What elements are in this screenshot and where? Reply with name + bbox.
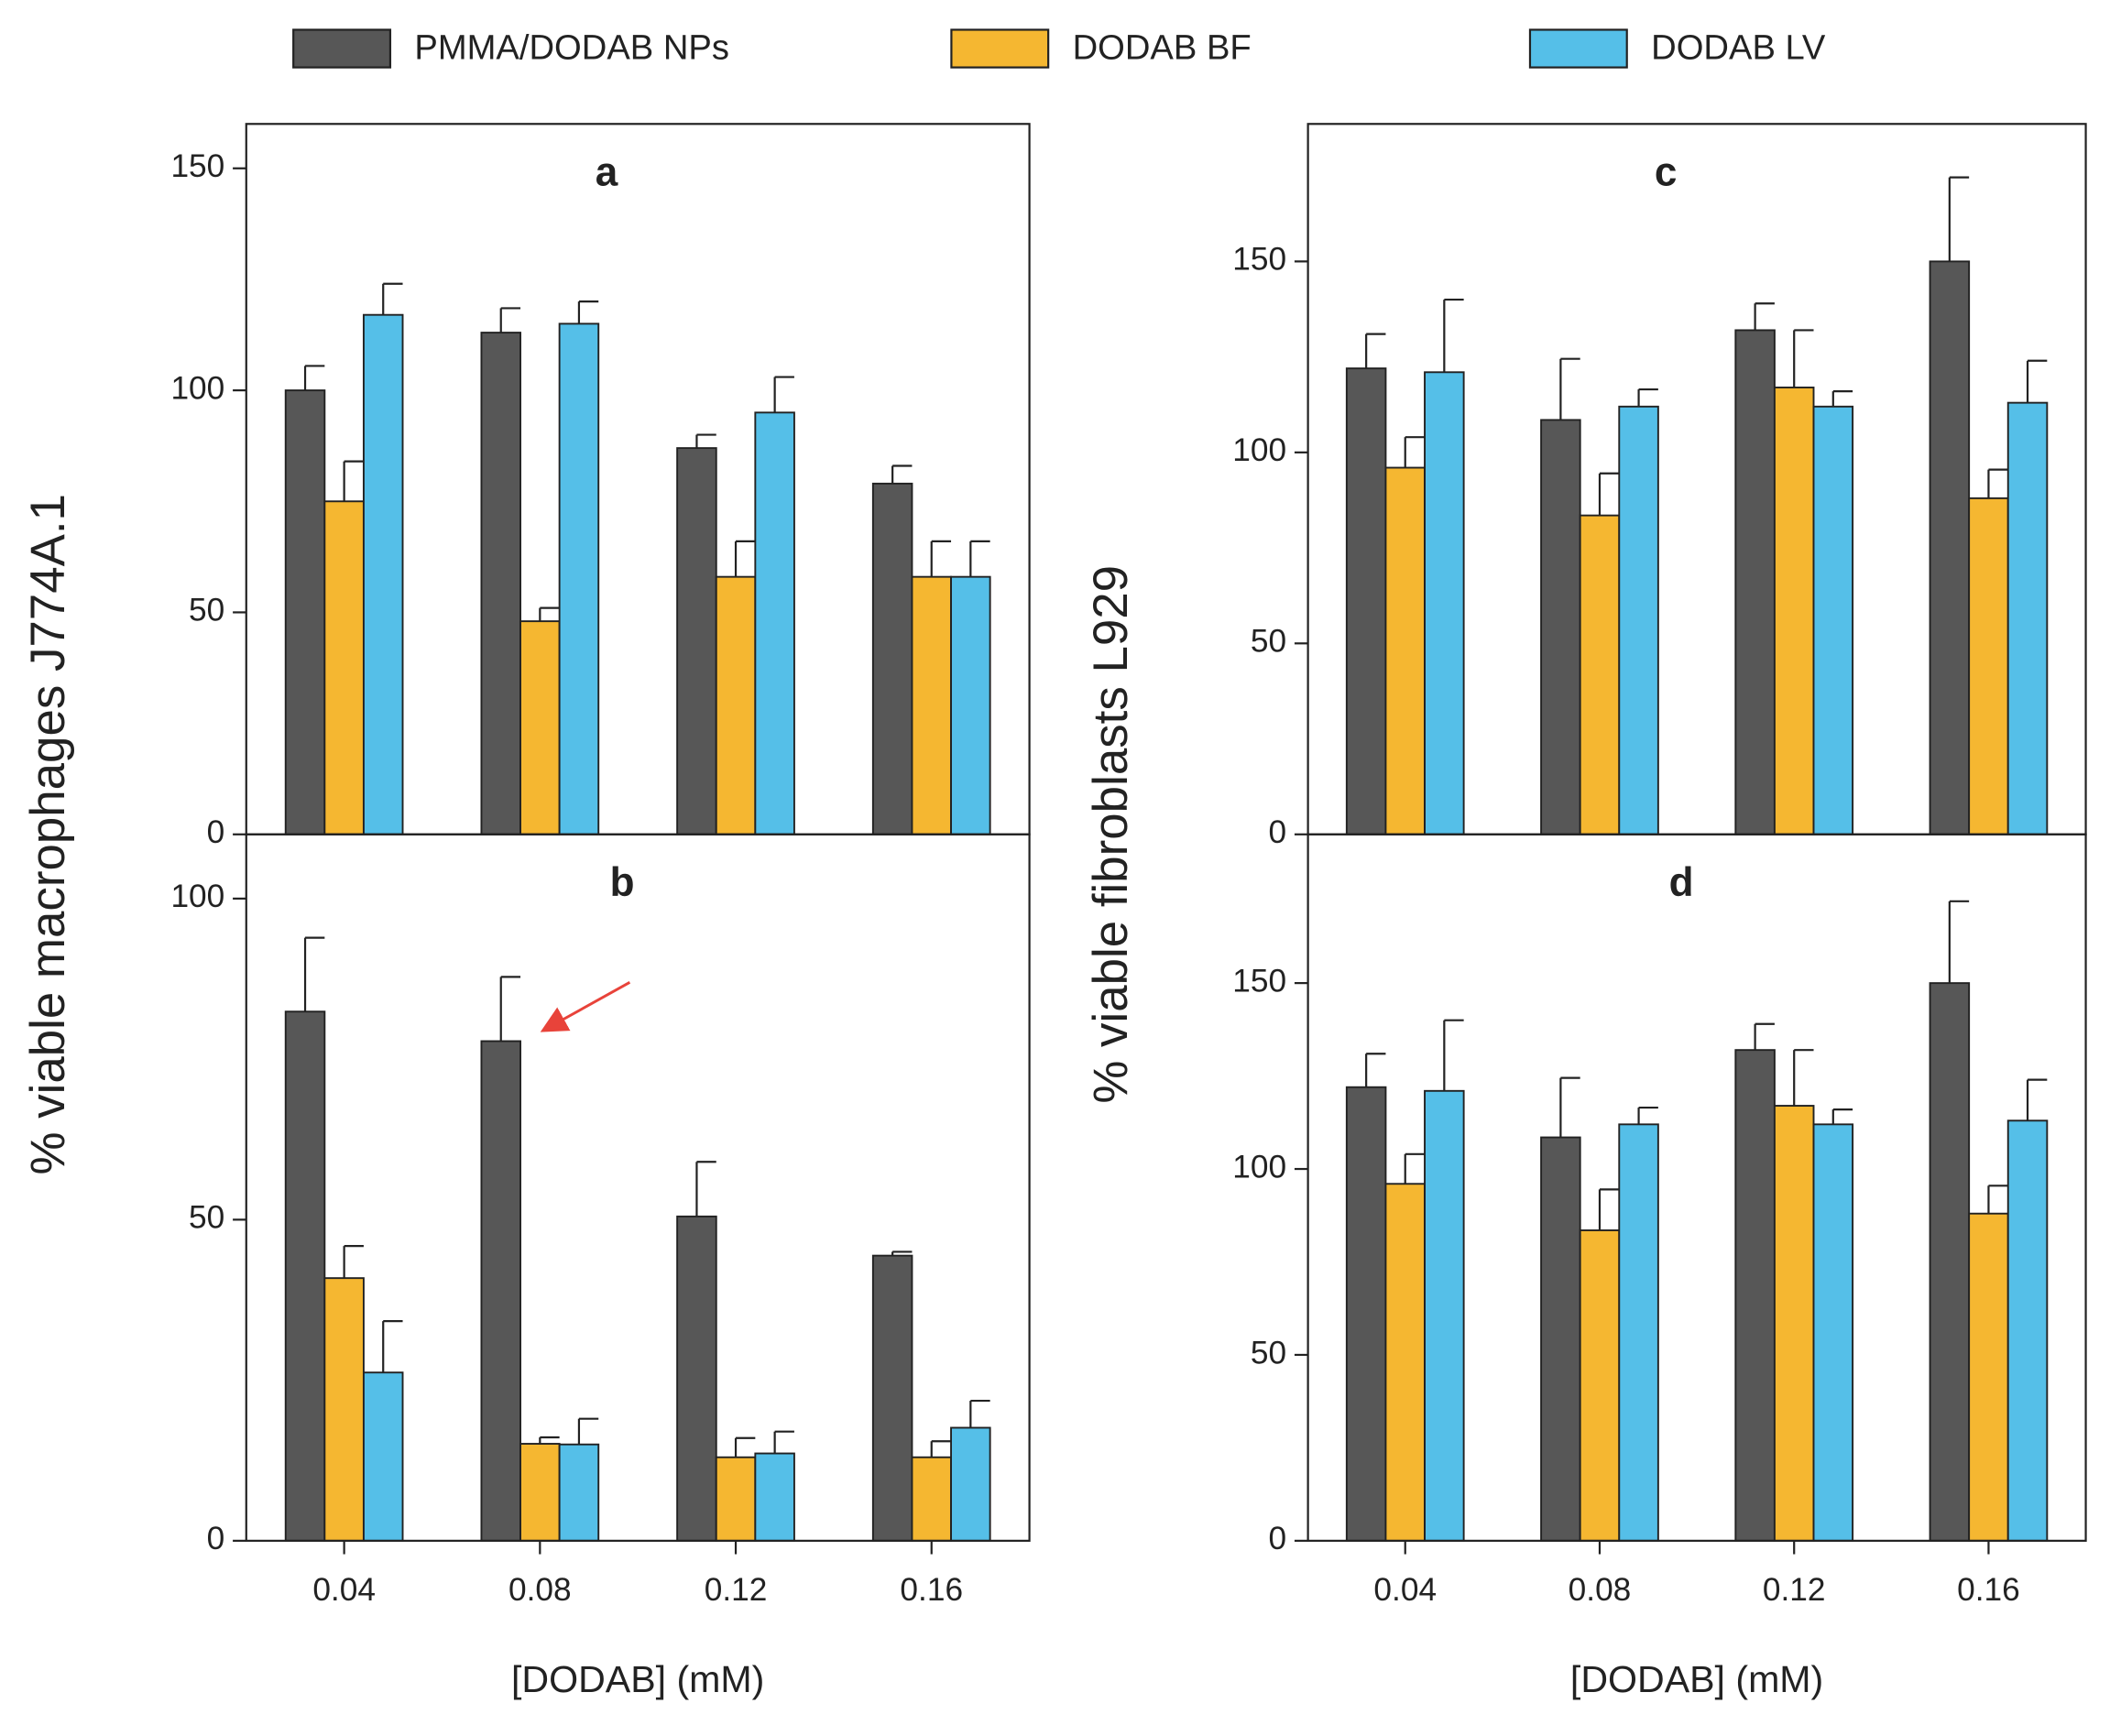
- y-tick-label: 100: [170, 879, 224, 914]
- bar: [1384, 466, 1426, 835]
- x-tick-label: 0.04: [312, 1572, 376, 1608]
- x-tick-label: 0.12: [705, 1572, 768, 1608]
- y-tick-label: 100: [1232, 1149, 1286, 1185]
- bar: [1424, 371, 1465, 835]
- y-tick-label: 0: [207, 814, 225, 850]
- panel-label: a: [596, 150, 618, 195]
- bar: [480, 1040, 521, 1542]
- y-tick-label: 150: [170, 148, 224, 184]
- bar: [284, 389, 326, 835]
- bar: [754, 1452, 795, 1542]
- legend-swatch: [950, 28, 1050, 69]
- bar: [676, 447, 717, 835]
- legend-label: PMMA/DODAB NPs: [414, 28, 729, 68]
- bar: [1540, 419, 1581, 835]
- bar: [1968, 1212, 2009, 1542]
- bar: [480, 332, 521, 835]
- y-tick-label: 100: [170, 370, 224, 406]
- y-tick-label: 50: [1251, 1335, 1286, 1370]
- bar: [323, 1277, 365, 1542]
- y-tick-label: 150: [1232, 242, 1286, 278]
- bar: [1773, 1105, 1815, 1542]
- bar: [1929, 982, 1971, 1542]
- x-tick-label: 0.08: [1569, 1572, 1632, 1608]
- bar: [754, 411, 795, 835]
- bar: [2006, 401, 2049, 835]
- legend-swatch: [292, 28, 392, 69]
- bar: [911, 575, 952, 835]
- y-tick-label: 100: [1232, 432, 1286, 468]
- x-axis-label: [DODAB] (mM): [511, 1658, 764, 1700]
- x-tick-label: 0.16: [900, 1572, 963, 1608]
- y-tick-label: 0: [1269, 1521, 1287, 1556]
- bar: [1618, 405, 1659, 835]
- bar: [1540, 1136, 1581, 1542]
- bar: [1734, 329, 1776, 835]
- bar: [715, 1456, 757, 1542]
- bar: [1773, 387, 1815, 835]
- bar: [911, 1456, 952, 1542]
- bar: [715, 575, 757, 835]
- bar: [950, 1426, 991, 1542]
- x-tick-label: 0.08: [508, 1572, 572, 1608]
- bar: [1384, 1183, 1426, 1542]
- bar: [362, 1371, 404, 1542]
- y-tick-label: 0: [1269, 814, 1287, 850]
- bar: [1812, 405, 1854, 835]
- bar: [1424, 1089, 1465, 1542]
- y-tick-label: 50: [189, 593, 224, 628]
- legend-swatch: [1528, 28, 1628, 69]
- bar: [676, 1215, 717, 1542]
- bar: [1579, 514, 1621, 835]
- bar: [950, 575, 991, 835]
- bar: [1968, 497, 2009, 835]
- plot-frame: [245, 833, 1031, 1542]
- panel-label: c: [1655, 150, 1678, 195]
- y-tick-label: 50: [189, 1200, 224, 1236]
- bar: [1618, 1123, 1659, 1542]
- panel-label: b: [610, 860, 635, 905]
- y-tick-label: 150: [1232, 963, 1286, 999]
- bar: [1579, 1229, 1621, 1542]
- bar: [558, 1443, 600, 1542]
- bar: [871, 482, 913, 835]
- bar: [1734, 1049, 1776, 1542]
- bar: [323, 500, 365, 835]
- x-tick-label: 0.16: [1957, 1572, 2020, 1608]
- bar: [519, 620, 561, 835]
- legend-label: DODAB LV: [1651, 28, 1826, 68]
- y-axis-label: % viable macrophages J774A.1: [21, 494, 75, 1174]
- bar: [362, 313, 404, 835]
- x-axis-label: [DODAB] (mM): [1570, 1658, 1823, 1700]
- bar: [2006, 1119, 2049, 1542]
- plot-frame: [1306, 833, 2087, 1542]
- annotation-arrow: [540, 981, 631, 1032]
- bar: [519, 1443, 561, 1542]
- bar: [1929, 260, 1971, 835]
- y-axis-label: % viable fibroblasts L929: [1084, 565, 1138, 1104]
- bar: [1345, 367, 1387, 835]
- x-tick-label: 0.12: [1763, 1572, 1826, 1608]
- legend-label: DODAB BF: [1073, 28, 1252, 68]
- bar: [1345, 1086, 1387, 1542]
- x-tick-label: 0.04: [1373, 1572, 1437, 1608]
- y-tick-label: 50: [1251, 624, 1286, 660]
- bar: [1812, 1123, 1854, 1542]
- panel-label: d: [1669, 860, 1694, 905]
- y-tick-label: 0: [207, 1521, 225, 1556]
- bar: [871, 1254, 913, 1542]
- bar: [558, 322, 600, 835]
- bar: [284, 1010, 326, 1542]
